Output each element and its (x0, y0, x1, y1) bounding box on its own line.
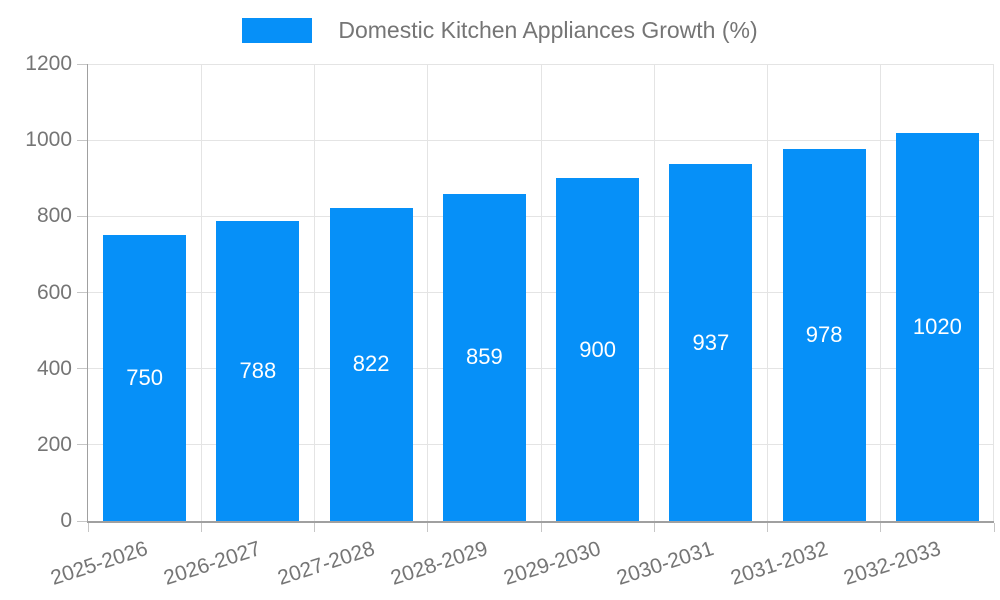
x-axis-labels: 2025-2026 2026-2027 2027-2028 2028-2029 2029… (48, 525, 993, 600)
x-axis-tick (880, 523, 882, 532)
bar-value-label: 937 (692, 329, 730, 355)
x-axis-tick (653, 523, 655, 532)
x-axis-category-label: 2026-2027 (161, 537, 264, 590)
y-axis-tick (77, 215, 87, 217)
y-axis-tick-label: 1200 (25, 52, 72, 75)
y-axis-tick (77, 368, 87, 370)
x-axis-tick (87, 523, 89, 532)
x-axis-category-label: 2027-2028 (274, 537, 378, 590)
bar-value-label: 859 (466, 344, 503, 370)
y-axis-tick (77, 139, 87, 141)
legend-label: Domestic Kitchen Appliances Growth (%) (338, 16, 758, 43)
y-axis-tick-label: 400 (36, 356, 72, 380)
y-axis-labels: 0 200 400 600 800 1000 1200 (0, 52, 72, 532)
bar[interactable]: 1020 (895, 132, 979, 521)
gridline-vertical (427, 64, 429, 521)
plot-area: 750 788 822 859 900 937 978 1020 (77, 63, 995, 532)
legend-swatch (242, 17, 313, 43)
x-axis-category-label: 2030-2031 (614, 537, 717, 590)
bar[interactable]: 788 (216, 220, 300, 521)
gridline-vertical (314, 64, 315, 521)
gridline-vertical (653, 64, 655, 521)
y-axis-tick (77, 520, 87, 522)
y-axis-tick-label: 200 (36, 432, 72, 456)
bar-value-label: 788 (239, 357, 277, 383)
gridline-vertical (540, 64, 542, 521)
bar[interactable]: 750 (103, 235, 187, 521)
x-axis-tick (200, 523, 202, 532)
x-axis-category-label: 2028-2029 (387, 537, 491, 590)
bar-value-label: 822 (352, 351, 390, 377)
bar-value-label: 1020 (912, 313, 962, 339)
bar-value-label: 750 (126, 365, 163, 391)
x-axis-category-label: 2032-2033 (840, 537, 944, 590)
bar[interactable]: 859 (442, 193, 526, 521)
legend: Domestic Kitchen Appliances Growth (%) (0, 14, 1000, 46)
x-axis-tick (767, 523, 768, 532)
bar-value-label: 900 (579, 336, 616, 362)
y-axis-tick-label: 0 (60, 509, 72, 532)
x-axis-tick (314, 523, 315, 532)
bar-value-label: 978 (805, 321, 843, 347)
y-axis-tick-label: 600 (36, 280, 72, 304)
y-axis-tick (77, 63, 87, 65)
bar[interactable]: 978 (782, 148, 866, 521)
x-axis-category-label: 2031-2032 (727, 537, 831, 590)
x-axis-tick (993, 523, 995, 532)
y-axis-tick (77, 444, 87, 446)
x-axis-category-label: 2025-2026 (48, 537, 151, 590)
gridline-vertical (200, 64, 202, 521)
y-axis-tick (77, 292, 87, 293)
x-axis-category-label: 2029-2030 (501, 537, 604, 590)
x-axis-tick (540, 523, 542, 532)
gridline-vertical (880, 64, 882, 521)
y-axis-tick-label: 1000 (25, 128, 72, 152)
bar[interactable]: 900 (556, 178, 640, 521)
gridline-vertical (767, 64, 768, 521)
bar[interactable]: 937 (669, 164, 753, 521)
bar[interactable]: 822 (329, 207, 413, 521)
x-axis-tick (427, 523, 429, 532)
gridline-vertical (992, 64, 994, 521)
y-axis-tick-label: 800 (36, 204, 72, 228)
